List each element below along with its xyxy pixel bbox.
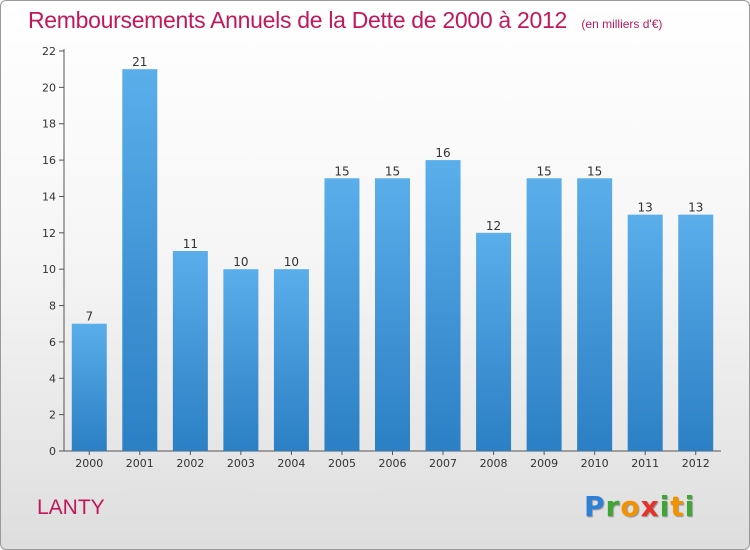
bar bbox=[324, 178, 360, 452]
y-tick-label: 12 bbox=[42, 227, 56, 240]
logo-letter: P bbox=[584, 490, 606, 523]
data-label: 7 bbox=[85, 310, 93, 324]
chart-subtitle: (en milliers d'€) bbox=[581, 17, 663, 31]
x-tick-label: 2007 bbox=[429, 457, 457, 470]
x-tick-label: 2010 bbox=[581, 457, 609, 470]
x-tick-label: 2003 bbox=[227, 457, 255, 470]
bar bbox=[678, 214, 714, 451]
y-tick-label: 14 bbox=[42, 190, 56, 203]
y-tick-label: 22 bbox=[42, 45, 56, 58]
data-label: 15 bbox=[385, 164, 400, 178]
bar bbox=[71, 323, 107, 451]
place-name: LANTY bbox=[37, 496, 105, 519]
y-tick-label: 10 bbox=[42, 263, 56, 276]
y-tick-label: 8 bbox=[49, 300, 56, 313]
logo-letter: r bbox=[605, 490, 621, 523]
data-label: 21 bbox=[132, 55, 147, 69]
data-label: 13 bbox=[688, 201, 703, 215]
logo-letter: i bbox=[684, 490, 696, 523]
x-tick-label: 2000 bbox=[75, 457, 103, 470]
bar bbox=[172, 251, 208, 451]
x-tick-label: 2006 bbox=[379, 457, 407, 470]
bar bbox=[577, 178, 613, 452]
y-tick-label: 0 bbox=[49, 445, 56, 458]
data-label: 15 bbox=[334, 164, 349, 178]
axes: 0 2 4 6 8 10 12 14 16 18 20 22 2000 2001 2002 2003 2004 2… bbox=[42, 45, 721, 470]
x-tick-label: 2008 bbox=[480, 457, 508, 470]
data-label: 12 bbox=[486, 219, 501, 233]
data-label: 16 bbox=[435, 146, 450, 160]
y-tick-label: 20 bbox=[42, 81, 56, 94]
logo-letter: o bbox=[620, 490, 641, 523]
y-tick-label: 18 bbox=[42, 118, 56, 131]
x-tick-label: 2011 bbox=[631, 457, 659, 470]
logo-letter: i bbox=[659, 490, 671, 523]
y-tick-label: 16 bbox=[42, 154, 56, 167]
x-tick-label: 2005 bbox=[328, 457, 356, 470]
x-tick-label: 2002 bbox=[176, 457, 204, 470]
y-tick-label: 2 bbox=[49, 409, 56, 422]
bar bbox=[273, 269, 309, 451]
bars bbox=[71, 69, 714, 452]
logo-letter: x bbox=[640, 490, 660, 523]
bar bbox=[425, 160, 461, 451]
y-tick-label: 6 bbox=[49, 336, 56, 349]
bar bbox=[476, 232, 512, 451]
x-tick-label: 2012 bbox=[682, 457, 710, 470]
data-label: 13 bbox=[638, 201, 653, 215]
data-label: 15 bbox=[587, 164, 602, 178]
proxiti-logo: Proxiti bbox=[584, 490, 695, 523]
x-tick-label: 2004 bbox=[277, 457, 305, 470]
bar bbox=[375, 178, 410, 452]
data-label: 10 bbox=[284, 255, 299, 269]
bar bbox=[526, 178, 562, 452]
bar bbox=[223, 269, 259, 451]
y-tick-label: 4 bbox=[49, 372, 56, 385]
data-label: 10 bbox=[233, 255, 248, 269]
bar bbox=[627, 214, 663, 451]
data-label: 11 bbox=[183, 237, 198, 251]
bar bbox=[122, 69, 158, 451]
data-labels: 7 21 11 10 10 15 15 16 12 15 15 13 13 bbox=[85, 55, 703, 324]
chart-title: Remboursements Annuels de la Dette de 20… bbox=[28, 7, 567, 33]
logo-letter: t bbox=[670, 490, 685, 523]
title-line: Remboursements Annuels de la Dette de 20… bbox=[28, 7, 662, 34]
x-tick-label: 2001 bbox=[126, 457, 154, 470]
x-tick-label: 2009 bbox=[530, 457, 558, 470]
data-label: 15 bbox=[536, 164, 551, 178]
